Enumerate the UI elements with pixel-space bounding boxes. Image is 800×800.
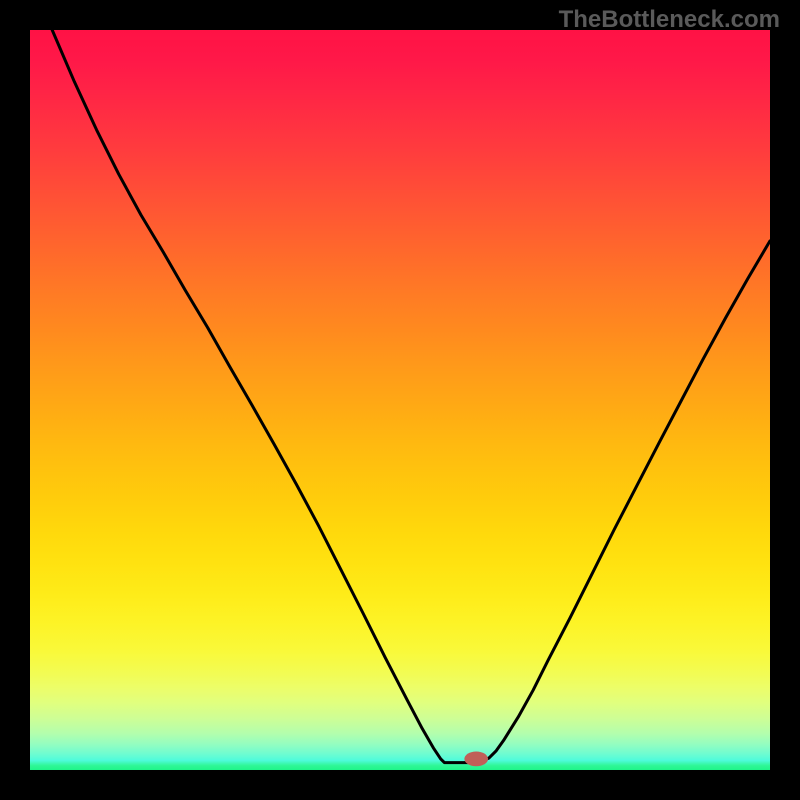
plot-svg	[30, 30, 770, 770]
curve-minimum-marker	[464, 752, 488, 767]
plot-area	[30, 30, 770, 770]
plot-background	[30, 30, 770, 770]
image-root: TheBottleneck.com	[0, 0, 800, 800]
